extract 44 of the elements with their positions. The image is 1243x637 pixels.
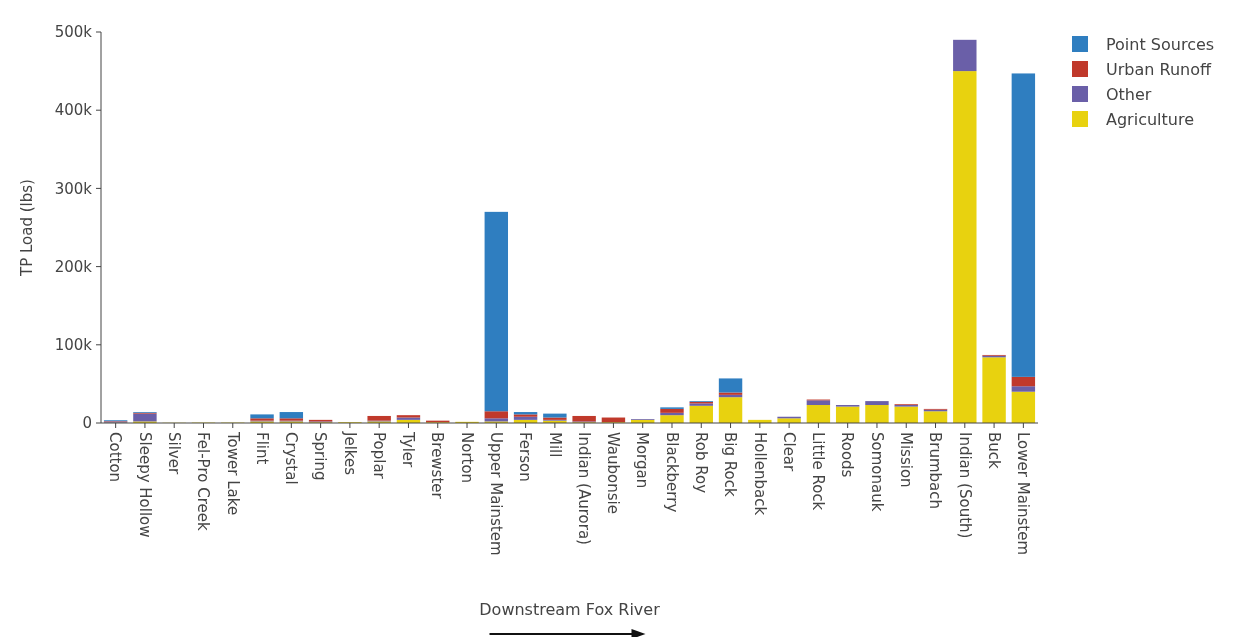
x-tick-label: Brewster: [428, 432, 447, 500]
x-tick-label: Flint: [252, 432, 271, 465]
y-tick-label: 0: [82, 414, 92, 433]
x-tick-label: Roods: [838, 432, 857, 478]
x-tick-label: Mission: [896, 432, 915, 488]
legend-label: Agriculture: [1106, 109, 1194, 129]
y-tick-label: 500k: [54, 23, 93, 42]
x-tick-label: Fel-Pro Creek: [194, 432, 213, 531]
y-tick-label: 200k: [54, 257, 93, 276]
x-tick-label: Jelkes: [340, 431, 359, 476]
x-tick-label: Tower Lake: [223, 431, 242, 516]
x-tick-label: Norton: [457, 432, 476, 484]
x-tick-label: Waubonsie: [604, 432, 623, 514]
y-tick-label: 100k: [54, 336, 93, 355]
x-tick-label: Indian (Aurora): [574, 432, 593, 545]
x-tick-label: Buck: [984, 432, 1003, 470]
legend-label: Other: [1106, 84, 1152, 104]
x-tick-label: Blackberry: [662, 432, 681, 513]
text: Downstream Fox River: [479, 600, 661, 619]
x-tick-label: Clear: [779, 432, 798, 473]
y-tick-label: 300k: [54, 179, 93, 198]
x-tick-label: Tyler: [399, 431, 418, 469]
x-tick-label: Sleepy Hollow: [135, 432, 154, 538]
x-tick-label: Poplar: [369, 432, 388, 480]
x-tick-label: Brumbach: [926, 432, 945, 510]
y-tick-label: 400k: [54, 101, 93, 120]
x-tick-label: Spring: [311, 432, 330, 481]
legend-label: Urban Runoff: [1106, 59, 1212, 79]
x-tick-label: Rob Roy: [692, 432, 711, 494]
x-tick-label: Crystal: [282, 432, 301, 485]
y-axis-title: TP Load (lbs): [18, 179, 36, 277]
x-tick-label: Lower Mainstem: [1014, 432, 1033, 556]
x-tick-label: Cotton: [106, 432, 125, 483]
x-tick-label: Big Rock: [721, 432, 740, 497]
x-tick-label: Silver: [164, 432, 183, 475]
x-tick-label: Ferson: [516, 432, 535, 482]
x-tick-label: Morgan: [633, 432, 652, 489]
legend-label: Point Sources: [1106, 34, 1215, 54]
x-tick-label: Little Rock: [809, 432, 828, 511]
x-tick-label: Indian (South): [955, 432, 974, 539]
x-tick-label: Mill: [545, 432, 564, 458]
x-tick-label: Somonauk: [867, 432, 886, 512]
x-tick-label: Upper Mainstem: [487, 432, 506, 556]
x-tick-label: Hollenback: [750, 432, 769, 516]
